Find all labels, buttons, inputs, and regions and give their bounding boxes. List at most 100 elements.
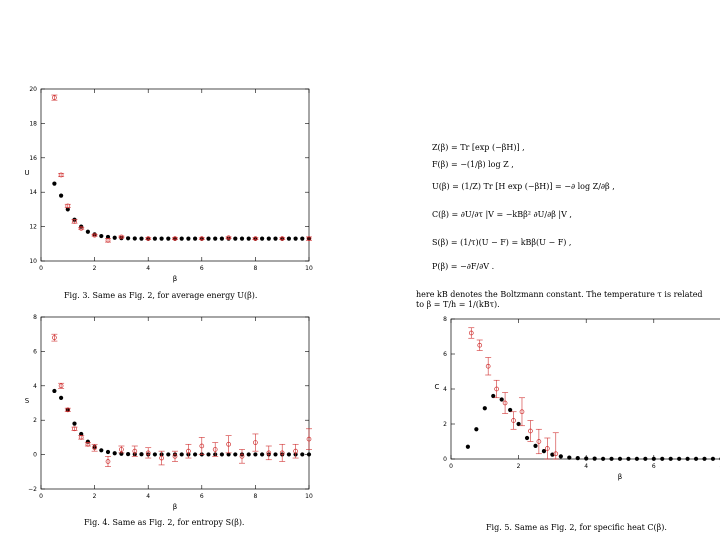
exact-point — [119, 236, 124, 241]
exact-point — [533, 443, 538, 448]
x-tick-label: 4 — [146, 265, 150, 272]
x-tick-label: 2 — [517, 463, 521, 470]
qmc-point — [172, 453, 178, 459]
qmc-point — [544, 446, 550, 451]
qmc-point — [65, 407, 71, 413]
body-text-line-1: here kB denotes the Boltzmann constant. … — [416, 290, 703, 299]
qmc-point — [52, 335, 57, 340]
exact-point — [52, 388, 57, 394]
qmc-point — [279, 450, 285, 456]
y-tick-label: 6 — [33, 348, 37, 355]
exact-point — [660, 456, 665, 461]
exact-point — [558, 454, 563, 459]
exact-point — [179, 236, 184, 241]
exact-point — [206, 236, 211, 241]
exact-point — [99, 448, 104, 453]
exact-point — [59, 395, 64, 400]
exact-point — [567, 455, 572, 460]
exact-point — [524, 435, 530, 441]
qmc-point — [511, 418, 516, 423]
y-tick-label: 2 — [443, 421, 447, 428]
exact-point — [306, 452, 312, 457]
fig3-caption: Fig. 3. Same as Fig. 2, for average ener… — [64, 291, 258, 300]
exact-point — [159, 236, 164, 241]
qmc-point — [279, 236, 285, 241]
exact-point — [260, 452, 265, 457]
plot-frame — [450, 318, 720, 460]
plot-frame — [40, 316, 310, 490]
x-tick-label: 6 — [652, 463, 656, 470]
qmc-point — [553, 451, 559, 457]
qmc-point — [92, 232, 97, 238]
qmc-point — [105, 238, 111, 243]
x-tick-label: 8 — [253, 265, 257, 272]
qmc-point — [159, 455, 164, 461]
exact-point — [213, 236, 218, 241]
x-tick-label: 2 — [93, 493, 97, 500]
qmc-point — [72, 219, 77, 224]
y-tick-label: 0 — [443, 456, 447, 463]
qmc-point — [253, 236, 258, 241]
equation-U: U(β) = (1/Z) Tr [H exp (−βH)] = −∂ log Z… — [432, 182, 615, 191]
exact-point — [226, 452, 231, 457]
exact-point — [112, 235, 117, 240]
exact-point — [239, 236, 245, 241]
qmc-point — [78, 435, 84, 440]
x-tick-label: 10 — [305, 265, 313, 272]
x-tick-label: 4 — [146, 493, 150, 500]
x-tick-label: 6 — [200, 265, 204, 272]
qmc-point — [78, 225, 84, 231]
y-tick-label: 8 — [443, 316, 447, 323]
exact-point — [186, 236, 191, 241]
qmc-point — [485, 363, 491, 369]
x-tick-label: 10 — [305, 493, 313, 500]
qmc-point — [306, 236, 312, 241]
qmc-point — [85, 441, 91, 447]
exact-point — [273, 452, 278, 457]
exact-point — [246, 452, 251, 457]
y-tick-label: 2 — [33, 417, 37, 424]
qmc-point — [199, 236, 205, 241]
exact-point — [300, 236, 305, 241]
y-tick-label: 14 — [29, 189, 37, 196]
exact-point — [233, 236, 238, 241]
y-axis-label: U — [24, 169, 29, 177]
x-axis-label: β — [173, 275, 177, 283]
qmc-point — [132, 448, 138, 454]
y-tick-label: 8 — [33, 314, 37, 321]
exact-point — [179, 452, 184, 457]
y-axis-label: C — [435, 383, 440, 391]
exact-point — [152, 236, 157, 241]
qmc-point — [519, 409, 525, 415]
exact-point — [601, 456, 606, 461]
qmc-point — [528, 428, 533, 434]
y-tick-label: 16 — [29, 155, 37, 162]
exact-point — [465, 444, 470, 449]
exact-point — [193, 452, 198, 457]
qmc-point — [199, 443, 205, 449]
x-tick-label: 6 — [200, 493, 204, 500]
equation-P: P(β) = −∂F/∂V . — [432, 262, 495, 271]
qmc-point — [536, 439, 542, 444]
qmc-point — [226, 235, 231, 241]
qmc-point — [468, 330, 474, 336]
exact-point — [112, 451, 117, 456]
fig5-plot: 0246802468βC — [435, 316, 720, 481]
exact-point — [643, 456, 648, 461]
x-tick-label: 0 — [39, 493, 43, 500]
exact-point — [166, 452, 171, 457]
exact-point — [72, 421, 77, 426]
exact-point — [516, 421, 521, 427]
x-axis-label: β — [618, 473, 622, 481]
exact-point — [126, 451, 131, 457]
plot-frame — [40, 88, 310, 262]
y-tick-label: 0 — [33, 452, 37, 459]
exact-point — [139, 452, 144, 457]
equation-C: C(β) = ∂U/∂τ |V = −kBβ² ∂U/∂β |V , — [432, 210, 572, 219]
y-axis-label: S — [25, 397, 30, 405]
exact-point — [52, 181, 57, 186]
exact-point — [139, 236, 144, 241]
qmc-point — [145, 236, 151, 241]
qmc-point — [119, 447, 124, 452]
